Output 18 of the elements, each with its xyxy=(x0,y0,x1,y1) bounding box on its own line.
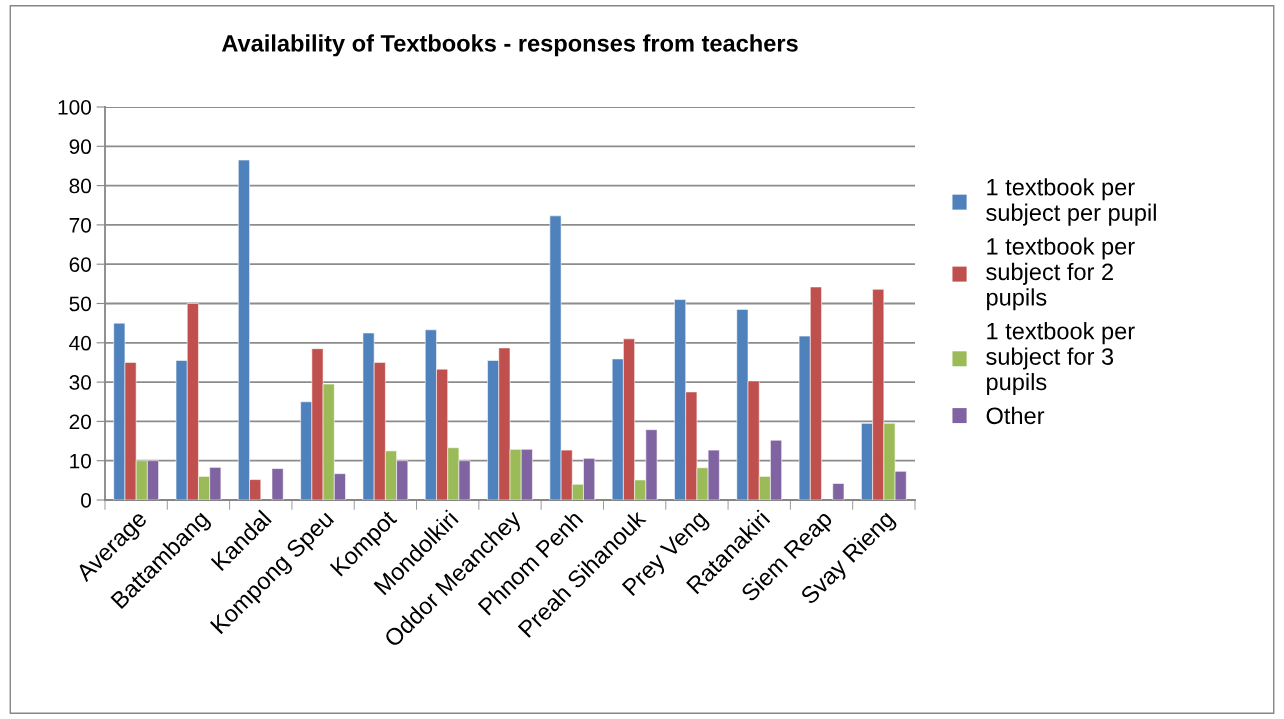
bar xyxy=(832,483,845,500)
y-tick-label: 70 xyxy=(69,217,91,233)
y-tick-label: 0 xyxy=(81,493,91,508)
legend-label: Other xyxy=(986,406,1045,425)
y-tick-label: 60 xyxy=(69,257,91,272)
bar xyxy=(271,468,284,500)
y-tick-label: 90 xyxy=(69,139,91,155)
y-tick-label: 100 xyxy=(58,100,91,115)
legend-label: 1 textbook per subject for 2 pupils xyxy=(986,237,1135,311)
y-tick-label: 30 xyxy=(69,375,91,390)
y-tick-label: 10 xyxy=(70,453,91,469)
chart-title: Availability of Textbooks - responses from teachers xyxy=(221,34,798,57)
y-tick-label: 50 xyxy=(69,296,91,312)
y-tick-label: 40 xyxy=(69,335,91,351)
y-tick-label: 80 xyxy=(69,178,91,194)
legend-label: 1 textbook per subject per pupil xyxy=(986,178,1156,226)
y-tick-label: 20 xyxy=(69,414,91,430)
legend-label: 1 textbook per subject for 3 pupils xyxy=(986,322,1135,395)
